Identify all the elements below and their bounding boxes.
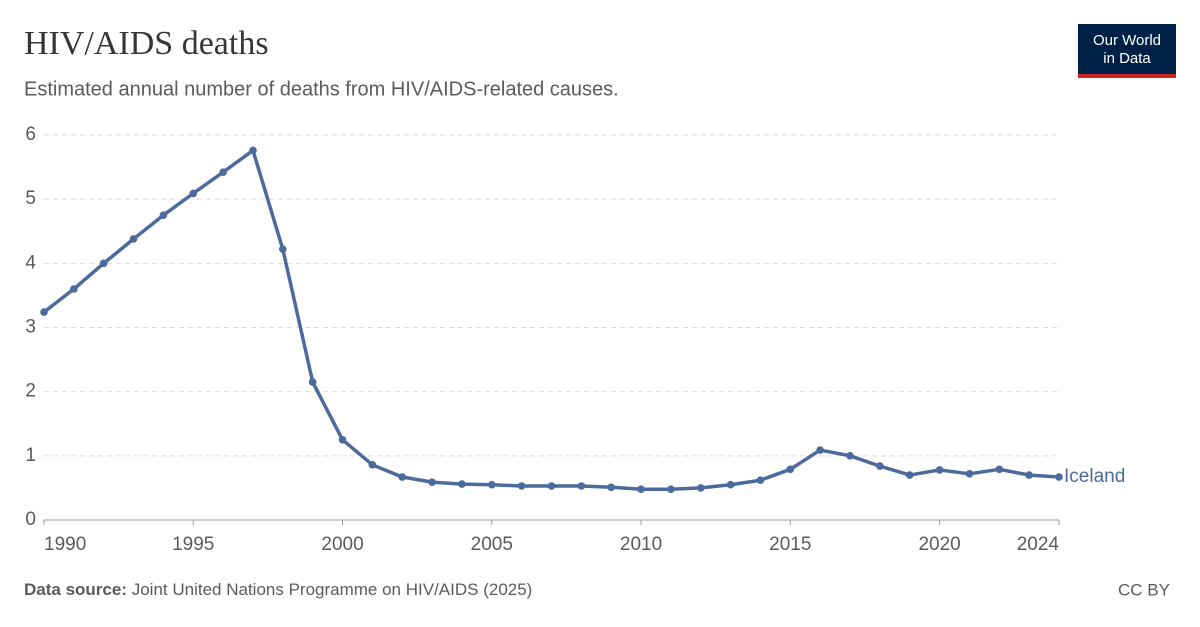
data-point <box>965 470 974 478</box>
data-point <box>577 482 586 490</box>
x-tick-label: 2024 <box>1017 534 1060 555</box>
source-text: Joint United Nations Programme on HIV/AI… <box>132 580 533 599</box>
data-point <box>219 168 227 177</box>
data-point <box>279 245 287 254</box>
x-tick-label: 1990 <box>44 534 86 555</box>
x-tick-label: 1995 <box>172 534 214 555</box>
x-tick-label: 2000 <box>321 534 363 555</box>
data-point <box>249 146 257 155</box>
y-tick-label: 2 <box>25 381 36 402</box>
data-point <box>935 466 944 474</box>
x-tick-label: 2005 <box>471 534 513 555</box>
data-point <box>487 480 496 489</box>
y-tick-label: 0 <box>25 509 36 530</box>
series-label: Iceland <box>1064 466 1125 487</box>
data-point <box>189 189 198 198</box>
x-tick-label: 2015 <box>769 534 811 555</box>
x-tick-label: 2010 <box>620 534 662 555</box>
data-point <box>458 480 466 488</box>
data-point <box>398 473 407 481</box>
license: CC BY <box>1118 580 1170 599</box>
data-point <box>368 461 377 469</box>
logo-text: Our World <box>1093 32 1161 49</box>
data-point <box>159 211 168 220</box>
data-point <box>40 308 48 316</box>
data-point <box>517 482 526 490</box>
data-point <box>756 476 765 485</box>
source-label: Data source: <box>24 580 127 599</box>
data-point <box>129 235 138 243</box>
data-point <box>99 259 108 268</box>
logo-box <box>1078 24 1176 74</box>
data-point <box>1025 471 1033 479</box>
x-tick-label: 2020 <box>918 534 960 555</box>
y-tick-label: 4 <box>25 252 36 273</box>
data-point <box>607 483 616 492</box>
data-point <box>905 471 914 479</box>
data-point <box>786 465 795 474</box>
data-point <box>876 462 884 470</box>
data-point <box>1055 473 1063 481</box>
data-point <box>816 446 824 454</box>
data-point <box>995 465 1004 474</box>
y-tick-label: 1 <box>25 445 36 466</box>
logo-bar <box>1078 74 1176 78</box>
y-tick-label: 3 <box>25 317 36 338</box>
chart-title: HIV/AIDS deaths <box>24 25 269 62</box>
data-point <box>547 482 556 490</box>
y-tick-label: 5 <box>25 188 36 209</box>
data-point <box>667 485 675 494</box>
data-point <box>428 478 436 486</box>
y-tick-label: 6 <box>25 124 36 145</box>
chart-subtitle: Estimated annual number of deaths from H… <box>24 78 619 100</box>
source: Data source: Joint United Nations Progra… <box>24 580 532 599</box>
data-point <box>696 484 705 492</box>
data-point <box>308 378 317 386</box>
data-point <box>726 480 735 489</box>
logo-text: in Data <box>1103 50 1151 67</box>
data-point <box>70 285 78 293</box>
data-point <box>637 485 645 494</box>
data-point <box>338 435 347 444</box>
series-line <box>42 148 1060 491</box>
data-point <box>846 452 854 460</box>
